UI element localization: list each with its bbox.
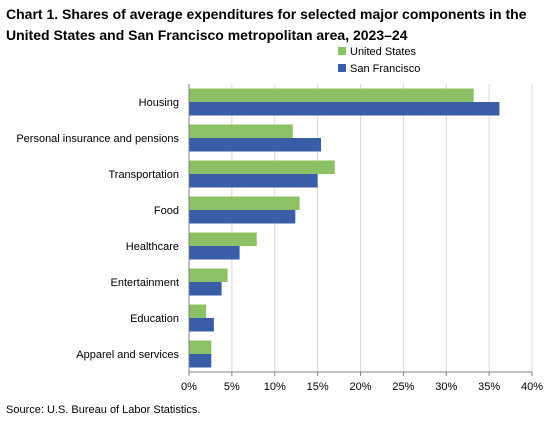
category-label: Transportation bbox=[108, 169, 179, 181]
bar-united-states bbox=[189, 124, 293, 138]
bar-san-francisco bbox=[189, 354, 212, 368]
x-tick-label: 30% bbox=[435, 381, 457, 393]
bar-san-francisco bbox=[189, 102, 500, 116]
legend: United States San Francisco bbox=[338, 46, 420, 75]
source-note: Source: U.S. Bureau of Labor Statistics. bbox=[6, 404, 201, 416]
bar-united-states bbox=[189, 160, 335, 174]
category-label: Entertainment bbox=[111, 277, 179, 289]
category-label: Housing bbox=[139, 97, 179, 109]
bar-united-states bbox=[189, 88, 474, 102]
category-label: Personal insurance and pensions bbox=[16, 133, 179, 145]
legend-swatch bbox=[338, 64, 346, 72]
axes: 0% 5% 10% 15% 20% 25% 30% 35% 40% Housing Personal… bbox=[16, 84, 543, 393]
bar-san-francisco bbox=[189, 210, 296, 224]
x-tick-label: 5% bbox=[224, 381, 240, 393]
x-tick-label: 25% bbox=[392, 381, 414, 393]
bar-san-francisco bbox=[189, 174, 318, 188]
x-tick-label: 40% bbox=[521, 381, 543, 393]
bar-san-francisco bbox=[189, 282, 222, 296]
bars bbox=[189, 88, 500, 368]
legend-label: United States bbox=[350, 46, 417, 58]
bar-united-states bbox=[189, 268, 228, 282]
x-tick-label: 10% bbox=[264, 381, 286, 393]
category-label: Food bbox=[154, 205, 179, 217]
bar-united-states bbox=[189, 304, 207, 318]
legend-swatch bbox=[338, 47, 346, 55]
category-label: Healthcare bbox=[126, 241, 179, 253]
x-tick-label: 35% bbox=[478, 381, 500, 393]
x-tick-label: 15% bbox=[307, 381, 329, 393]
category-label: Apparel and services bbox=[76, 349, 179, 361]
bar-san-francisco bbox=[189, 246, 240, 260]
bar-united-states bbox=[189, 196, 300, 210]
x-tick-label: 0% bbox=[181, 381, 197, 393]
chart-title: Chart 1. Shares of average expenditures … bbox=[6, 6, 527, 43]
bar-united-states bbox=[189, 340, 212, 354]
legend-label: San Francisco bbox=[350, 63, 420, 75]
bar-united-states bbox=[189, 232, 257, 246]
x-tick-label: 20% bbox=[349, 381, 371, 393]
bar-san-francisco bbox=[189, 138, 322, 152]
bar-san-francisco bbox=[189, 318, 214, 332]
category-label: Education bbox=[130, 313, 179, 325]
